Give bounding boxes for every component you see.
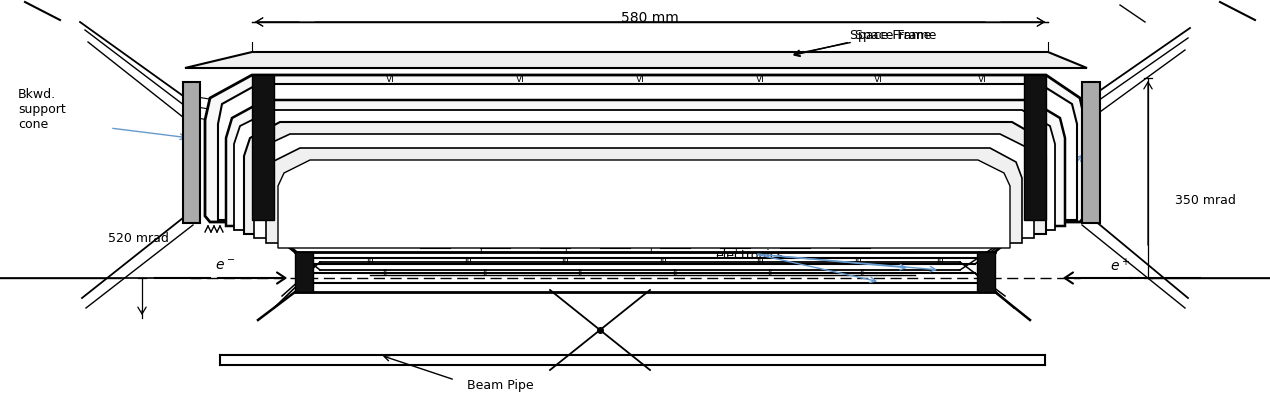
Text: II: II (483, 269, 488, 277)
Text: III: III (659, 256, 667, 265)
Text: IV: IV (431, 88, 439, 98)
Text: V: V (602, 96, 608, 105)
Text: V: V (792, 96, 798, 105)
Polygon shape (234, 110, 1055, 230)
Text: II: II (672, 269, 678, 277)
Text: I: I (734, 248, 737, 256)
Text: V: V (718, 113, 723, 121)
Text: V: V (377, 125, 384, 135)
Text: IV: IV (696, 115, 705, 125)
Text: III: III (366, 256, 373, 265)
Text: VI: VI (386, 74, 395, 84)
Text: IV: IV (715, 88, 724, 98)
Text: V: V (884, 96, 890, 105)
Text: IV: IV (531, 88, 540, 98)
Polygon shape (278, 160, 1010, 248)
Text: VI: VI (866, 109, 874, 119)
Polygon shape (254, 134, 1034, 238)
Text: 520 mrad: 520 mrad (108, 232, 169, 244)
Text: Space Frame: Space Frame (850, 29, 931, 43)
Text: V: V (817, 113, 823, 121)
Polygon shape (244, 122, 1046, 234)
Polygon shape (265, 148, 1022, 243)
Text: VI: VI (874, 74, 883, 84)
Text: VI: VI (978, 74, 987, 84)
Text: III: III (561, 256, 569, 265)
Text: III: III (464, 256, 472, 265)
Polygon shape (204, 75, 1085, 222)
Text: I: I (564, 248, 566, 256)
Text: VI: VI (635, 74, 644, 84)
Text: Space Frame: Space Frame (855, 29, 936, 43)
Polygon shape (218, 84, 1077, 220)
Polygon shape (183, 82, 199, 223)
Text: IV: IV (366, 103, 375, 113)
Text: VI: VI (516, 74, 525, 84)
Text: III: III (756, 256, 765, 265)
Polygon shape (1082, 82, 1100, 223)
Text: 350 mrad: 350 mrad (1175, 193, 1236, 207)
Text: IV: IV (906, 88, 914, 98)
Text: IV: IV (826, 103, 834, 113)
Text: IV: IV (340, 88, 349, 98)
Polygon shape (185, 52, 1087, 68)
Text: IV: IV (546, 103, 555, 113)
Text: $e^+$: $e^+$ (1110, 258, 1130, 275)
Text: VI: VI (286, 109, 295, 119)
Text: VI: VI (260, 96, 269, 105)
Text: Bkwd.
support
cone: Bkwd. support cone (18, 88, 66, 131)
Polygon shape (977, 252, 994, 292)
Text: IV: IV (451, 103, 460, 113)
Text: III: III (936, 256, 944, 265)
Text: IV: IV (351, 115, 359, 125)
Text: VI: VI (254, 74, 263, 84)
Text: 580 mm: 580 mm (621, 11, 679, 25)
Polygon shape (251, 75, 274, 220)
Text: V: V (411, 96, 418, 105)
Text: V: V (869, 125, 875, 135)
Text: II: II (767, 269, 772, 277)
Text: Fwd. support
cone: Fwd. support cone (980, 214, 1062, 242)
Text: V: V (517, 113, 523, 121)
Text: IV: IV (624, 88, 632, 98)
Text: IV: IV (735, 103, 744, 113)
Text: IV: IV (810, 88, 819, 98)
Polygon shape (1024, 75, 1046, 220)
Polygon shape (226, 100, 1066, 226)
Text: V: V (697, 96, 704, 105)
Text: V: V (417, 113, 423, 121)
Text: Front end
electronics: Front end electronics (715, 234, 784, 262)
Text: V: V (617, 113, 624, 121)
Text: III: III (853, 256, 862, 265)
Polygon shape (295, 252, 312, 292)
Text: I: I (479, 248, 481, 256)
Text: V: V (507, 125, 513, 135)
Text: V: V (752, 125, 758, 135)
Text: V: V (632, 125, 638, 135)
Text: IV: IV (585, 115, 594, 125)
Text: V: V (507, 96, 513, 105)
Text: $e^-$: $e^-$ (215, 259, 235, 273)
Text: II: II (860, 269, 865, 277)
Text: I: I (649, 248, 652, 256)
Text: VI: VI (756, 74, 765, 84)
Text: II: II (382, 269, 387, 277)
Text: IV: IV (640, 103, 649, 113)
Text: II: II (578, 269, 583, 277)
Text: Beam Pipe: Beam Pipe (466, 378, 533, 392)
Text: VI: VI (1027, 90, 1036, 100)
